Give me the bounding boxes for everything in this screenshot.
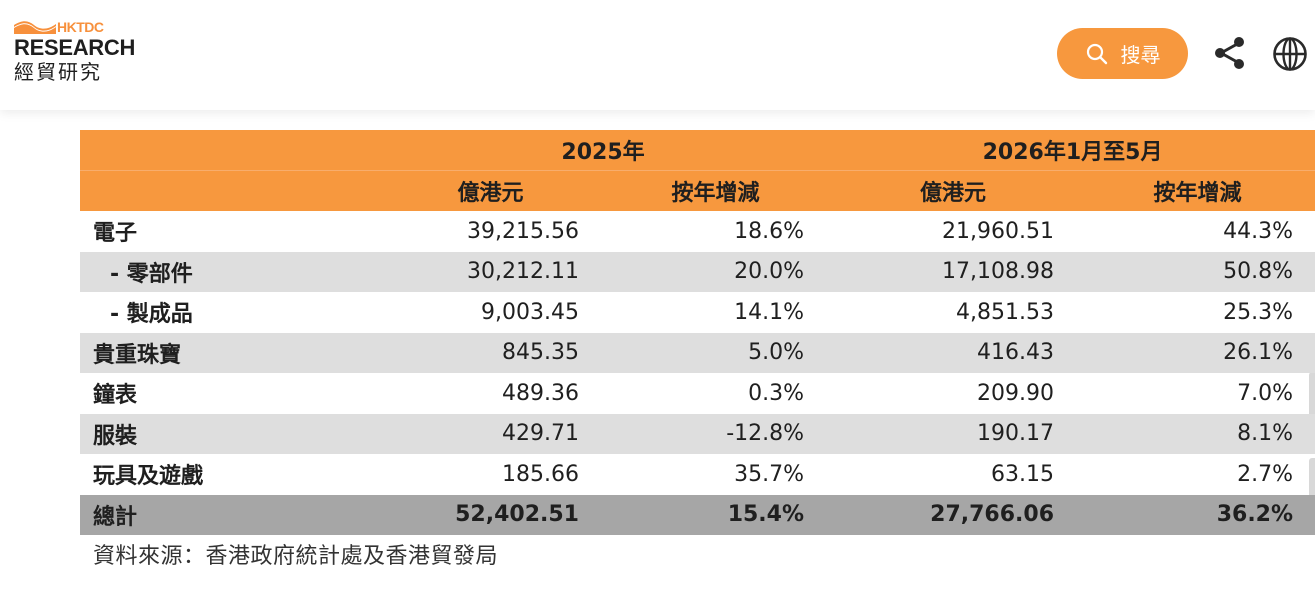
table-row: 服裝 429.71 -12.8% 190.17 8.1% [80, 413, 1315, 454]
table-row: 電子 39,215.56 18.6% 21,960.51 44.3% [80, 211, 1315, 252]
cell-value: 7.0% [1237, 380, 1294, 406]
source-note: 資料來源：香港政府統計處及香港貿發局 [93, 544, 499, 569]
sub-header-change-2025: 按年增減 [603, 170, 829, 211]
cell-value: 35.7% [734, 461, 805, 487]
hktdc-wave-icon [14, 21, 56, 34]
cell-value: 5.0% [603, 332, 829, 373]
row-label: 鐘表 [93, 383, 138, 409]
cell-value: 20.0% [603, 251, 829, 292]
total-row: 總計 52,402.51 15.4% 27,766.06 36.2% [80, 494, 1315, 535]
cell-value: 2.7% [1237, 461, 1294, 487]
cell-value: 14.1% [734, 299, 805, 325]
cell-value: 39,215.56 [467, 218, 579, 244]
row-label: 電子 [93, 221, 138, 247]
cell-value: 185.66 [502, 461, 579, 487]
row-label: 總計 [80, 494, 378, 535]
header-blank-cell [80, 170, 378, 211]
row-label: 服裝 [80, 413, 378, 454]
sub-header-change-2026: 按年增減 [1078, 170, 1315, 211]
site-header: HKTDC RESEARCH 經貿研究 搜尋 [0, 0, 1315, 110]
cell-value: 25.3% [1223, 299, 1294, 325]
table-row: 鐘表 489.36 0.3% 209.90 7.0% [80, 373, 1315, 414]
row-label: - 製成品 [110, 302, 193, 328]
cell-value: 30,212.11 [378, 251, 603, 292]
row-label: 貴重珠寶 [80, 332, 378, 373]
search-button[interactable]: 搜尋 [1057, 28, 1188, 79]
cell-value: 489.36 [502, 380, 579, 406]
cell-value: 8.1% [1078, 413, 1315, 454]
globe-icon[interactable] [1272, 36, 1308, 72]
share-icon[interactable] [1211, 34, 1249, 72]
cell-value: 36.2% [1078, 494, 1315, 535]
cell-value: 190.17 [828, 413, 1079, 454]
cell-value: 52,402.51 [378, 494, 603, 535]
logo-title: RESEARCH [14, 35, 136, 60]
hktdc-research-logo[interactable]: HKTDC RESEARCH 經貿研究 [14, 18, 154, 84]
sub-header-row: 億港元 按年增減 億港元 按年增減 [80, 170, 1315, 211]
logo-top-line: HKTDC [14, 18, 154, 36]
cell-value: 845.35 [378, 332, 603, 373]
cell-value: 209.90 [977, 380, 1055, 406]
cell-value: 17,108.98 [828, 251, 1079, 292]
logo-brand: HKTDC [57, 19, 104, 35]
row-label: 玩具及遊戲 [93, 464, 204, 490]
cell-value: 9,003.45 [481, 299, 579, 325]
trade-statistics-table: 2025年 2026年1月至5月 億港元 按年增減 億港元 按年增減 電子 39… [80, 130, 1315, 535]
cell-value: 27,766.06 [828, 494, 1079, 535]
cell-value: 44.3% [1223, 218, 1294, 244]
year-header-row: 2025年 2026年1月至5月 [80, 130, 1315, 171]
cell-value: -12.8% [603, 413, 829, 454]
table-row: 貴重珠寶 845.35 5.0% 416.43 26.1% [80, 332, 1315, 373]
table-row: 玩具及遊戲 185.66 35.7% 63.15 2.7% [80, 454, 1315, 495]
cell-value: 4,851.53 [956, 299, 1055, 325]
data-table: 2025年 2026年1月至5月 億港元 按年增減 億港元 按年增減 電子 39… [80, 130, 1315, 535]
row-label: - 零部件 [80, 251, 378, 292]
scrollbar-thumb-lower[interactable] [1309, 458, 1315, 524]
cell-value: 0.3% [748, 380, 805, 406]
sub-header-value-2025: 億港元 [378, 170, 603, 211]
cell-value: 15.4% [603, 494, 829, 535]
cell-value: 50.8% [1078, 251, 1315, 292]
cell-value: 416.43 [828, 332, 1079, 373]
year-header-2025: 2025年 [378, 130, 829, 171]
cell-value: 429.71 [378, 413, 603, 454]
cell-value: 18.6% [734, 218, 805, 244]
cell-value: 26.1% [1078, 332, 1315, 373]
cell-value: 21,960.51 [942, 218, 1055, 244]
search-button-label: 搜尋 [1120, 43, 1161, 67]
table-row: - 零部件 30,212.11 20.0% 17,108.98 50.8% [80, 251, 1315, 292]
cell-value: 63.15 [991, 461, 1055, 487]
table-row: - 製成品 9,003.45 14.1% 4,851.53 25.3% [80, 292, 1315, 333]
scrollbar-thumb[interactable] [1309, 372, 1315, 418]
logo-subtitle: 經貿研究 [14, 60, 102, 84]
header-blank-cell [80, 130, 378, 171]
year-header-2026: 2026年1月至5月 [828, 130, 1315, 171]
search-icon [1086, 43, 1107, 64]
sub-header-value-2026: 億港元 [828, 170, 1079, 211]
